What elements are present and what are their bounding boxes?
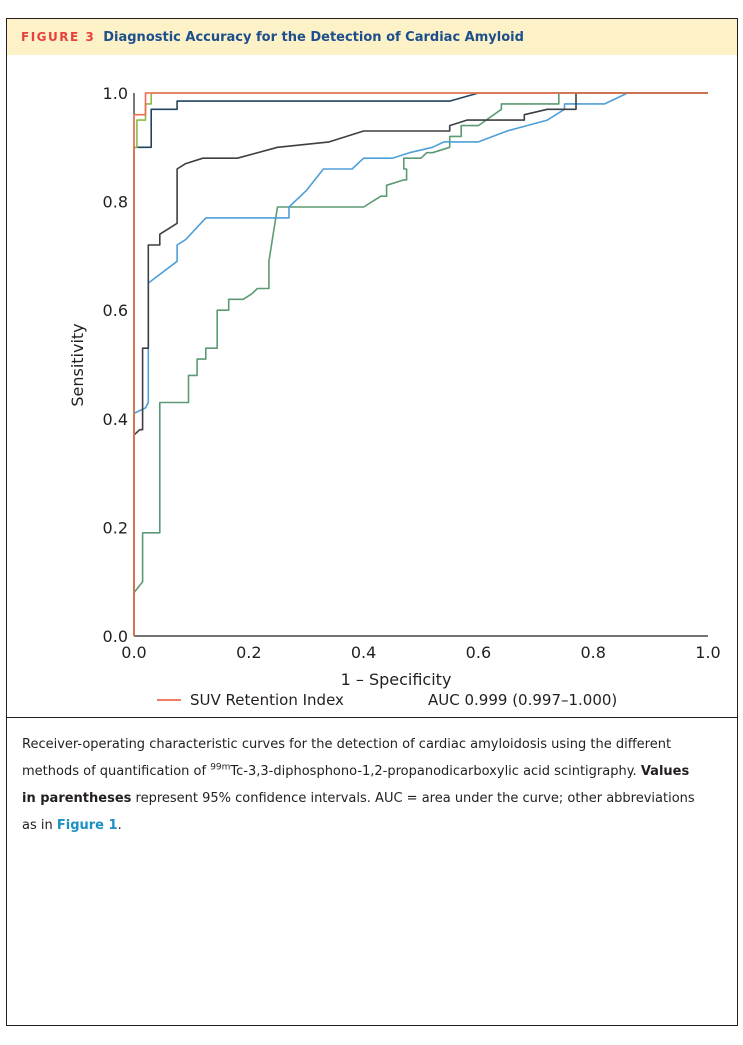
- caption-text-1: Receiver-operating characteristic curves…: [22, 737, 672, 779]
- caption-bold-phrase: Values in parentheses: [22, 764, 690, 806]
- x-tick-label: 0.2: [236, 643, 261, 662]
- x-tick-label: 0.4: [351, 643, 376, 662]
- roc-chart: 0.0 0.2 0.4 0.6 0.8 1.0 0.0 0.2 0.4 0.6 0.8 1.0 1 –…: [68, 84, 721, 709]
- series-line-cardiac-suv-peak: [133, 92, 708, 636]
- series-line-heart-retention: [133, 92, 708, 636]
- x-tick-label: 0.0: [121, 643, 146, 662]
- x-tick-label: 0.6: [466, 643, 491, 662]
- legend-auc-value: AUC 0.999 (0.997–1.000): [428, 691, 617, 709]
- series-line-heart-whole-body-ratio: [133, 92, 708, 636]
- y-tick-label: 0.2: [103, 518, 128, 537]
- chart-ticks: 0.0 0.2 0.4 0.6 0.8 1.0 0.0 0.2 0.4 0.6 0.8 1.0: [103, 84, 721, 662]
- chart-curves: [133, 92, 708, 636]
- y-tick-label: 0.4: [103, 410, 128, 429]
- y-tick-label: 0.8: [103, 193, 128, 212]
- series-line-suv-retention-index: [133, 92, 708, 636]
- legend-series-name: SUV Retention Index: [190, 691, 344, 709]
- y-tick-label: 0.6: [103, 301, 128, 320]
- figure-title: Diagnostic Accuracy for the Detection of…: [103, 29, 524, 45]
- x-tick-label: 0.8: [580, 643, 605, 662]
- x-axis-label: 1 – Specificity: [341, 670, 452, 689]
- figure-label: FIGURE 3: [21, 30, 96, 44]
- figure-1-link[interactable]: Figure 1: [56, 818, 118, 833]
- caption-text-2: Tc-3,3-diphosphono-1,2-propanodicarboxyl…: [230, 764, 641, 779]
- caption-text-4: .: [117, 818, 122, 833]
- figure-panel: FIGURE 3 Diagnostic Accuracy for the Det…: [6, 18, 738, 1026]
- caption-divider: [7, 717, 737, 718]
- caption-isotope-superscript: 99m: [210, 762, 231, 773]
- chart-legend: SUV Retention Index AUC 0.999 (0.997–1.00…: [157, 691, 617, 709]
- caption-text-3: represent 95% confidence intervals. AUC …: [22, 791, 695, 833]
- figure-header: FIGURE 3 Diagnostic Accuracy for the Det…: [7, 19, 737, 55]
- series-line-h-cl-ratio: [133, 92, 708, 636]
- chart-axes: [133, 93, 708, 637]
- figure-caption: Receiver-operating characteristic curves…: [22, 731, 702, 839]
- y-tick-label: 1.0: [103, 84, 128, 103]
- x-tick-label: 1.0: [695, 643, 720, 662]
- series-line-whole-body-retention: [133, 92, 708, 636]
- y-tick-label: 0.0: [103, 627, 128, 646]
- y-axis-label: Sensitivity: [68, 323, 87, 406]
